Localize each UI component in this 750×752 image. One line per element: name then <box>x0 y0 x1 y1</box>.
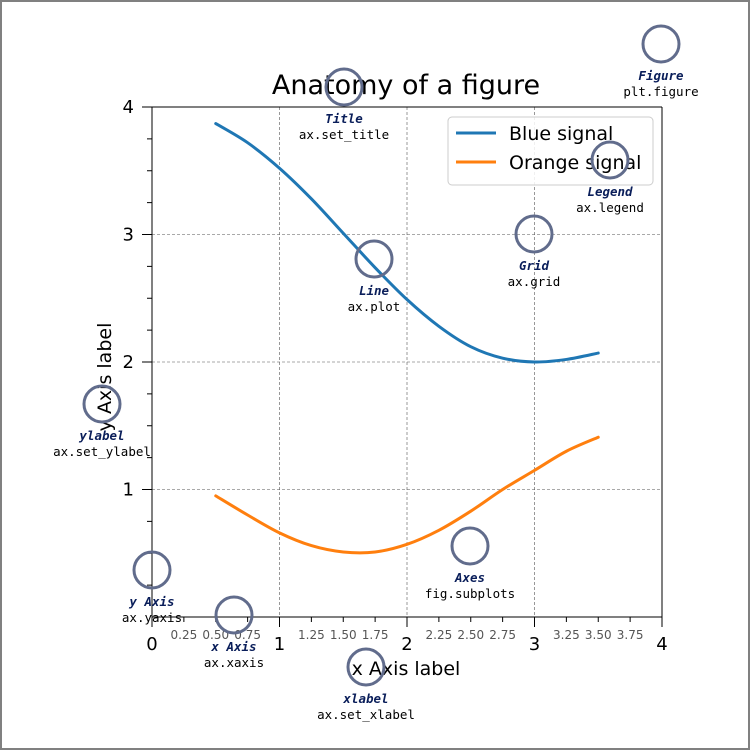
axes-annotation-name: Axes <box>454 570 485 585</box>
y-major-tick-label: 4 <box>123 97 134 118</box>
ylabel-annotation-code: ax.set_ylabel <box>53 444 151 459</box>
chart-title: Anatomy of a figure <box>272 70 540 101</box>
legend: Blue signal Orange signal <box>447 116 654 186</box>
xaxis-annotation-name: x Axis <box>210 639 256 654</box>
y-major-tick-label: 2 <box>123 352 134 373</box>
series-line-1 <box>214 122 600 364</box>
x-minor-tick-label: 1.25 <box>298 628 325 642</box>
grid-marker <box>514 214 554 254</box>
y-major-tick-label: 1 <box>123 480 134 501</box>
y-axis-label: y Axis label <box>94 323 116 432</box>
x-minor-tick-label: 3.75 <box>617 628 644 642</box>
ylabel-marker <box>82 384 122 424</box>
xlabel-marker <box>346 647 386 687</box>
ticks: 0 1 2 3 40.25 0.50 0.75 1.25 1.50 1.75 2.25 2.50 2.7… <box>123 97 668 655</box>
series-line-2 <box>214 435 600 555</box>
title-marker <box>324 67 364 107</box>
axes-annotation-code: fig.subplots <box>425 586 515 601</box>
line-annotation-name: Line <box>359 283 390 298</box>
x-minor-tick-label: 3.50 <box>585 628 612 642</box>
x-minor-tick-label: 0.50 <box>202 628 229 642</box>
line-annotation-code: ax.plot <box>348 299 401 314</box>
yaxis-annotation-code: ax.yaxis <box>122 610 182 625</box>
legend-label-1: Blue signal <box>509 123 613 145</box>
ylabel-annotation-name: ylabel <box>78 428 124 443</box>
x-minor-tick-label: 2.50 <box>457 628 484 642</box>
legend-annotation-code: ax.legend <box>576 200 644 215</box>
legend-label-2: Orange signal <box>509 152 641 174</box>
legend-marker <box>590 140 630 180</box>
x-major-tick-label: 1 <box>274 634 285 655</box>
figure-annotation-code: plt.figure <box>623 84 698 99</box>
x-minor-tick-label: 2.25 <box>426 628 453 642</box>
grid-annotation-code: ax.grid <box>508 274 561 289</box>
x-minor-tick-label: 3.25 <box>553 628 580 642</box>
plot-lines <box>214 122 600 555</box>
yaxis-annotation-name: y Axis <box>128 594 174 609</box>
legend-box <box>447 116 654 186</box>
legend-annotation-name: Legend <box>587 184 633 199</box>
title-annotation-name: Title <box>325 111 363 126</box>
xaxis-annotation-code: ax.xaxis <box>204 655 264 670</box>
axes-marker <box>450 526 490 566</box>
x-major-tick-label: 4 <box>656 634 667 655</box>
x-major-tick-label: 2 <box>401 634 412 655</box>
title-annotation-code: ax.set_title <box>299 127 389 142</box>
xlabel-annotation-name: xlabel <box>342 691 388 706</box>
x-major-tick-label: 0 <box>146 634 157 655</box>
x-minor-tick-label: 1.50 <box>330 628 357 642</box>
x-minor-tick-label: 1.75 <box>362 628 389 642</box>
x-minor-tick-label: 0.25 <box>171 628 198 642</box>
figure-annotation-name: Figure <box>638 68 684 83</box>
yaxis-marker <box>132 550 172 590</box>
xaxis-marker <box>214 595 254 635</box>
annotations: Figureplt.figureTitleax.set_titleLegenda… <box>53 24 699 722</box>
x-minor-tick-label: 2.75 <box>489 628 516 642</box>
x-major-tick-label: 3 <box>529 634 540 655</box>
grid-annotation-name: Grid <box>519 258 550 273</box>
x-axis-label: x Axis label <box>352 658 461 680</box>
figure-marker <box>641 24 681 64</box>
xlabel-annotation-code: ax.set_xlabel <box>317 707 415 722</box>
y-major-tick-label: 3 <box>123 225 134 246</box>
line-marker <box>354 239 394 279</box>
